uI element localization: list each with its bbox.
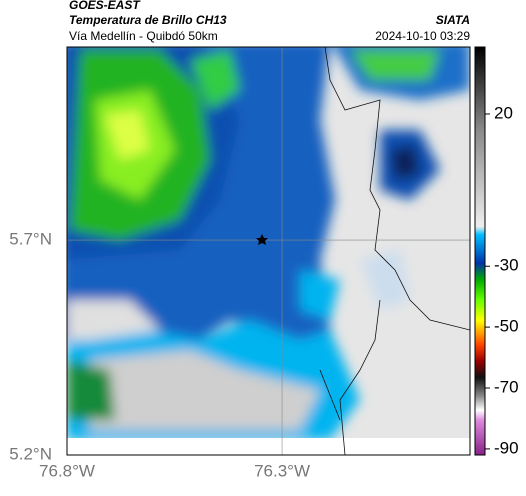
colorbar-tick-label: 20 <box>494 103 513 122</box>
map-frame <box>66 46 471 456</box>
x-tick-label: 76.3°W <box>254 461 310 480</box>
agency: SIATA <box>436 13 470 27</box>
colorbar-tick-label: -70 <box>494 377 519 396</box>
y-tick-label: 5.2°N <box>9 444 52 463</box>
y-tick-label: 5.7°N <box>9 230 52 249</box>
colorbar-tick-label: -30 <box>494 256 519 275</box>
title: Temperatura de Brillo CH13 <box>69 13 227 27</box>
colorbar-tick-label: -90 <box>494 438 519 457</box>
colorbar-tick-label: -50 <box>494 317 519 336</box>
timestamp: 2024-10-10 03:29 <box>375 29 470 43</box>
source: GOES-EAST <box>69 0 141 12</box>
x-tick-label: 76.8°W <box>39 461 95 480</box>
station-marker <box>256 234 268 245</box>
satellite-image <box>67 47 470 455</box>
subtitle: Vía Medellín - Quibdó 50km <box>69 29 218 43</box>
colorbar <box>474 46 486 456</box>
